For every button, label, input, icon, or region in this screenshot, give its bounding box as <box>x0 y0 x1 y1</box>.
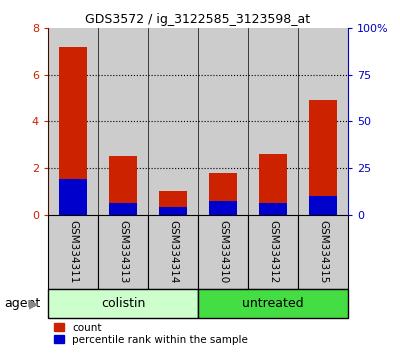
Bar <box>148 28 198 215</box>
Bar <box>198 215 248 289</box>
Bar <box>309 101 337 215</box>
Text: GSM334312: GSM334312 <box>268 220 278 284</box>
Legend: count, percentile rank within the sample: count, percentile rank within the sample <box>53 322 249 346</box>
Text: colistin: colistin <box>101 297 145 310</box>
Bar <box>298 28 348 215</box>
Text: untreated: untreated <box>242 297 304 310</box>
Text: GSM334311: GSM334311 <box>68 220 78 284</box>
Bar <box>148 215 198 289</box>
Bar <box>109 156 137 215</box>
Bar <box>259 154 287 215</box>
Text: GSM334310: GSM334310 <box>218 220 228 284</box>
Bar <box>159 207 187 215</box>
Text: GSM334313: GSM334313 <box>118 220 128 284</box>
Text: GSM334314: GSM334314 <box>168 220 178 284</box>
Bar <box>98 215 148 289</box>
Text: ▶: ▶ <box>29 297 38 310</box>
Bar <box>109 203 137 215</box>
Text: GSM334315: GSM334315 <box>318 220 328 284</box>
Bar <box>48 28 98 215</box>
Bar <box>198 289 348 318</box>
Bar <box>48 289 198 318</box>
Bar <box>198 28 248 215</box>
Bar <box>209 201 237 215</box>
Bar <box>98 28 148 215</box>
Bar <box>59 47 87 215</box>
Bar <box>259 203 287 215</box>
Bar <box>298 215 348 289</box>
Text: agent: agent <box>4 297 40 310</box>
Bar <box>209 173 237 215</box>
Bar <box>248 28 298 215</box>
Title: GDS3572 / ig_3122585_3123598_at: GDS3572 / ig_3122585_3123598_at <box>86 13 310 26</box>
Bar <box>248 215 298 289</box>
Bar <box>309 196 337 215</box>
Bar <box>48 215 98 289</box>
Bar <box>59 179 87 215</box>
Bar <box>159 191 187 215</box>
